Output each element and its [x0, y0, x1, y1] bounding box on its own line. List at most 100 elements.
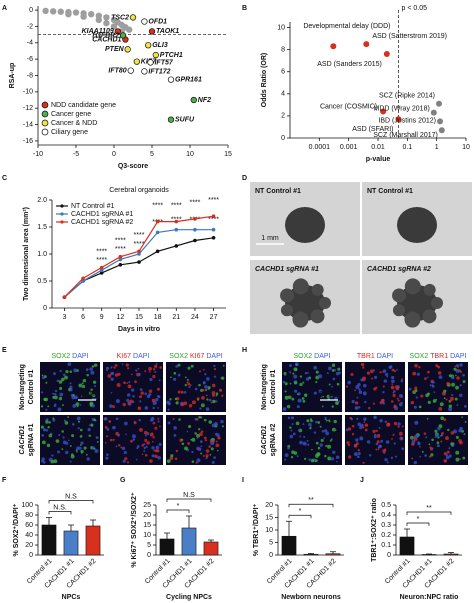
cell [131, 434, 136, 439]
cell [324, 429, 328, 433]
cell [169, 456, 174, 461]
image-label: NT Control #1 [255, 188, 301, 195]
x-axis-label: p-value [366, 156, 391, 163]
cell [284, 382, 288, 386]
cell [435, 398, 438, 401]
cell [115, 417, 119, 421]
cell [198, 370, 202, 373]
significance-label: * [299, 508, 302, 515]
y-tick-label: 0.4 [381, 512, 391, 519]
cell [336, 382, 340, 386]
organoid-bud [431, 297, 443, 309]
cell [373, 435, 377, 439]
y-tick-label: 10 [277, 24, 285, 31]
cell [412, 371, 417, 376]
line-marker [137, 260, 141, 264]
cell [380, 439, 384, 443]
cell [308, 422, 312, 427]
point [363, 41, 370, 48]
point-label: ASD (SFARI) [352, 126, 393, 133]
cell [67, 439, 70, 442]
cell [459, 384, 462, 387]
cell [400, 395, 403, 398]
cell [136, 445, 140, 448]
cell [59, 392, 64, 397]
line-marker [118, 263, 123, 267]
stain-name: KI67 [190, 353, 205, 360]
stain-name: SOX2 [169, 353, 188, 360]
cell [295, 363, 298, 366]
cell [91, 365, 95, 368]
x-axis-label: Cycling NPCs [166, 594, 212, 601]
organoid-bud [292, 311, 309, 328]
cell [461, 416, 463, 419]
cell [173, 372, 177, 375]
significance-label: **** [134, 241, 145, 248]
cell [120, 446, 123, 449]
cell [208, 398, 212, 402]
cell [200, 416, 203, 419]
line-marker [155, 219, 160, 224]
cell [362, 391, 367, 396]
cell [157, 407, 159, 409]
cell [327, 444, 332, 449]
organoid-bud [404, 311, 421, 328]
cell [215, 400, 218, 403]
cell [364, 428, 368, 432]
point [383, 51, 390, 58]
significance-label: * [177, 503, 180, 510]
point-label: MDD (Wray 2018) [374, 105, 430, 112]
bar [41, 524, 57, 556]
cell [73, 368, 78, 373]
point-label: IFT172 [148, 68, 170, 75]
cell [315, 370, 319, 374]
cell [304, 371, 308, 375]
cell [211, 383, 216, 388]
cell [123, 381, 126, 385]
cell [129, 399, 133, 403]
line-marker [155, 249, 160, 254]
cell [327, 456, 332, 461]
cell [40, 425, 44, 429]
cell [427, 370, 430, 374]
x-tick-label: 5 [150, 151, 154, 158]
cell [79, 444, 82, 446]
cell [124, 421, 128, 426]
cell [170, 454, 174, 458]
cell [180, 402, 185, 407]
cell [362, 376, 367, 381]
point [380, 108, 387, 115]
significance-label: **** [171, 202, 182, 209]
point-label: Developmental delay (DDD) [303, 23, 390, 30]
cell [190, 438, 192, 441]
cell [395, 455, 398, 458]
x-tick-label: 27 [210, 314, 218, 321]
cell [381, 398, 385, 403]
column-header: SOX2 KI67 DAPI [169, 353, 222, 360]
cell [463, 433, 466, 436]
cell [315, 441, 319, 445]
point [72, 9, 80, 16]
cell [453, 367, 457, 371]
error-bar [46, 517, 52, 525]
cell [364, 400, 367, 404]
cell [143, 450, 146, 452]
cell [96, 440, 99, 443]
organoid-bud [311, 283, 324, 296]
row-label: Non-targeting [261, 364, 268, 410]
cell [144, 453, 148, 457]
cell [462, 380, 466, 384]
cell [94, 449, 99, 453]
cell [75, 402, 80, 407]
cell [448, 447, 451, 450]
column-header: SOX2 DAPI [51, 353, 88, 360]
cell [89, 367, 93, 371]
cell [221, 425, 225, 428]
cell [293, 451, 298, 455]
cell [188, 404, 193, 408]
significance-label: **** [208, 197, 219, 204]
point [133, 58, 140, 65]
y-tick-label: 6 [281, 69, 285, 76]
x-tick-label: 10 [186, 151, 194, 158]
cell [382, 402, 386, 405]
